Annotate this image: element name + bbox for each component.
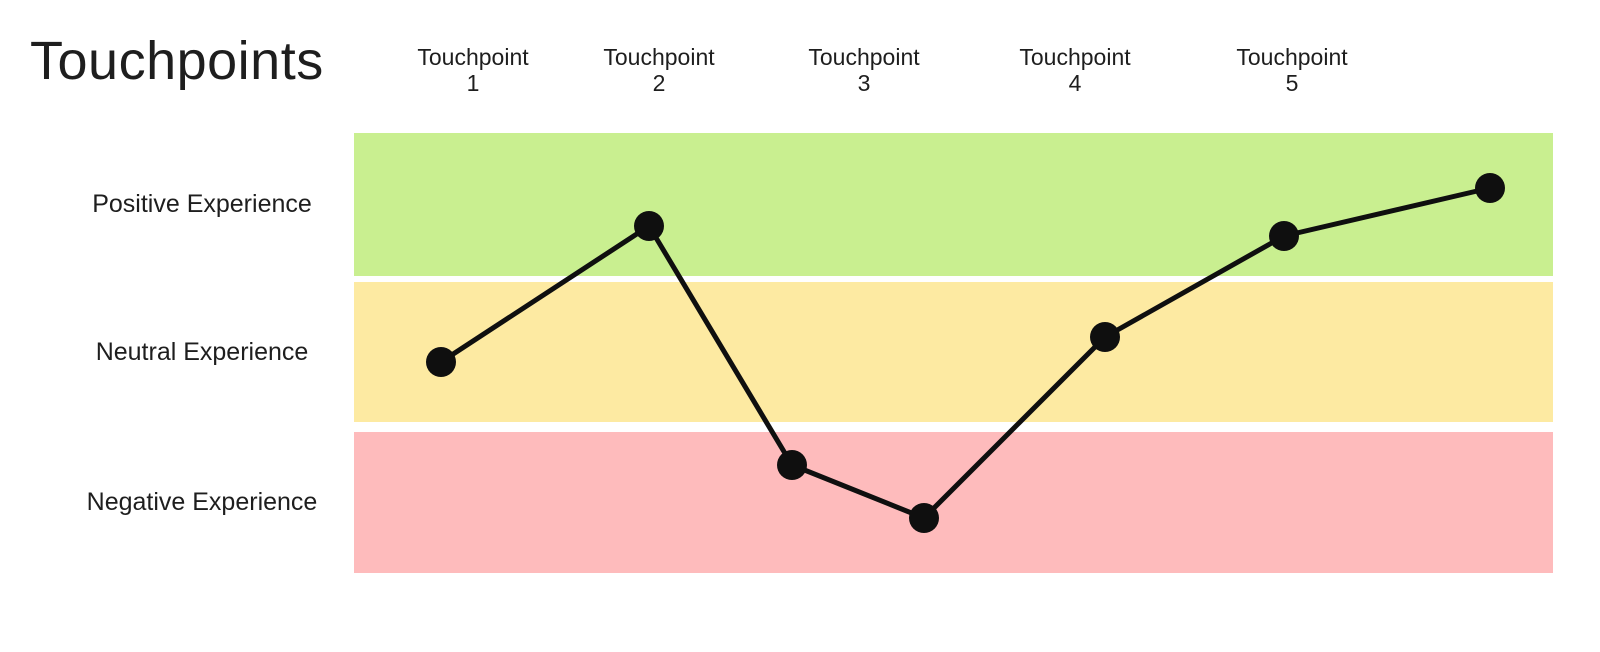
journey-line (438, 185, 1493, 521)
column-header-number: 1 (466, 70, 480, 96)
column-header-touchpoint-2: Touchpoint 2 (569, 44, 749, 96)
column-header-number: 2 (652, 70, 666, 96)
column-header-label: Touchpoint (1019, 44, 1131, 70)
column-header-touchpoint-5: Touchpoint 5 (1202, 44, 1382, 96)
data-point-5 (1090, 322, 1120, 352)
data-point-1 (426, 347, 456, 377)
band-negative (354, 432, 1553, 573)
band-positive (354, 133, 1553, 276)
column-header-touchpoint-4: Touchpoint 4 (985, 44, 1165, 96)
data-point-3 (777, 450, 807, 480)
column-header-label: Touchpoint (417, 44, 529, 70)
row-label-positive: Positive Experience (92, 190, 312, 218)
data-point-6 (1269, 221, 1299, 251)
page-title: Touchpoints (30, 31, 324, 91)
row-label-negative: Negative Experience (86, 488, 318, 516)
row-label-neutral: Neutral Experience (95, 337, 309, 366)
column-header-label: Touchpoint (603, 44, 715, 70)
column-header-number: 5 (1285, 70, 1299, 96)
column-header-number: 3 (857, 70, 871, 96)
column-header-touchpoint-3: Touchpoint 3 (774, 44, 954, 96)
column-header-label: Touchpoint (1236, 44, 1348, 70)
data-point-2 (634, 211, 664, 241)
band-neutral (354, 282, 1553, 422)
data-point-7 (1475, 173, 1505, 203)
data-point-4 (909, 503, 939, 533)
column-header-touchpoint-1: Touchpoint 1 (383, 44, 563, 96)
column-header-number: 4 (1068, 70, 1082, 96)
column-header-label: Touchpoint (808, 44, 920, 70)
